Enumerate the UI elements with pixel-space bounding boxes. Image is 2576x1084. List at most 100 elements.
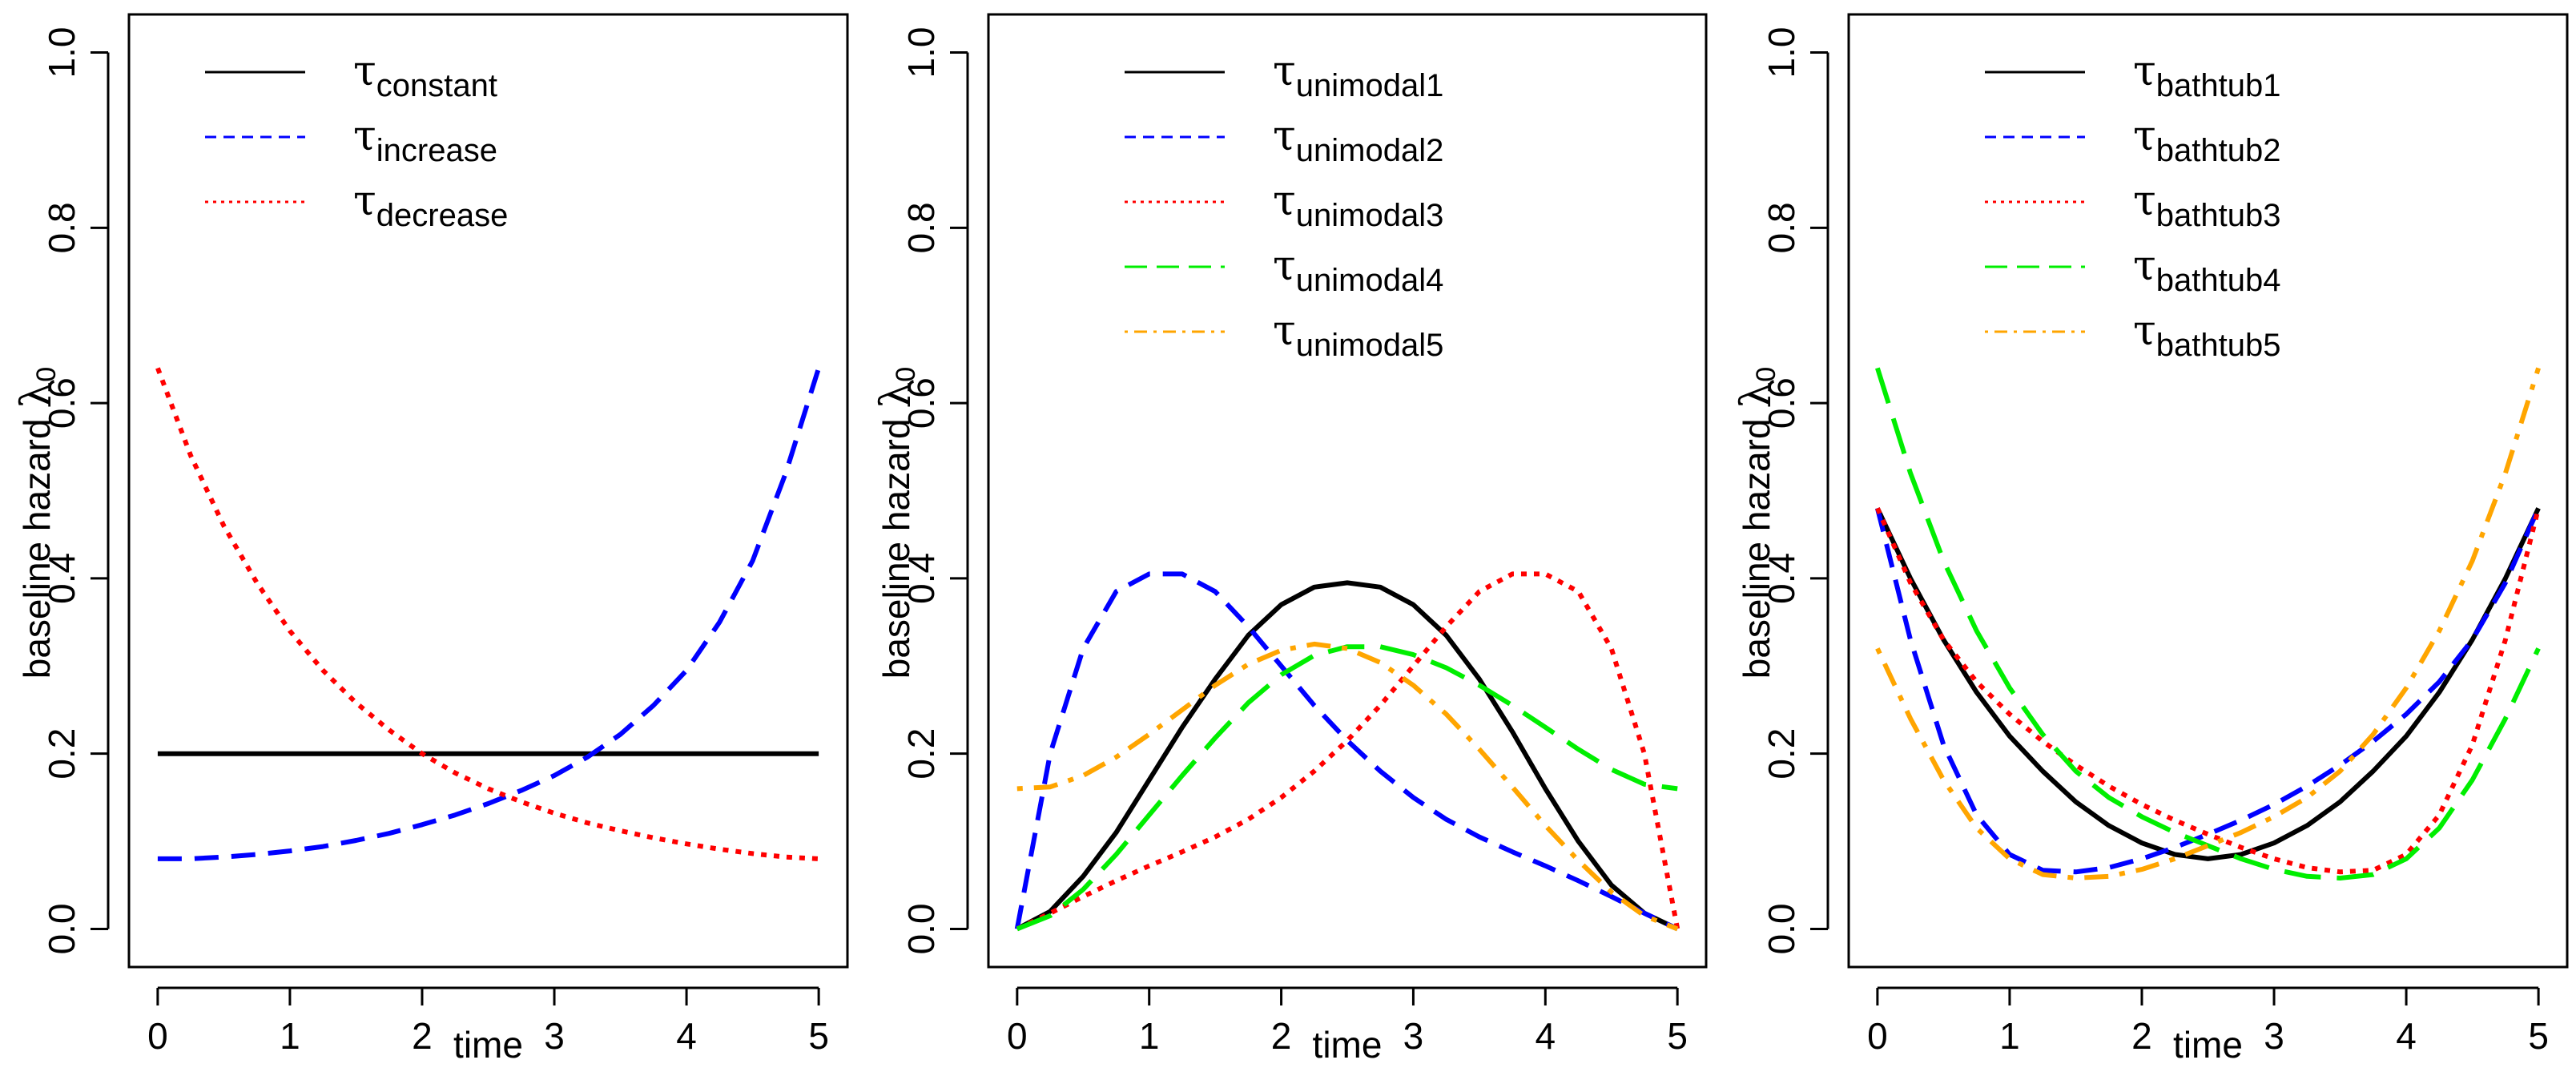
y-tick-label: 0.2 xyxy=(1761,728,1802,780)
x-tick-label: 0 xyxy=(1007,1015,1028,1057)
tau-symbol: τ xyxy=(2133,47,2156,95)
legend-entry: τbathtub3 xyxy=(2133,177,2280,233)
series-line-increase xyxy=(157,367,821,861)
plot-frame xyxy=(1847,13,2569,969)
legend-entry: τconstant xyxy=(353,47,497,103)
x-tick-label: 2 xyxy=(412,1015,433,1057)
y-tick-label: 0.8 xyxy=(900,202,942,253)
y-tick-label: 0.4 xyxy=(41,553,83,604)
y-tick-label: 1.0 xyxy=(1761,27,1802,79)
x-tick-label: 3 xyxy=(544,1015,565,1057)
lambda-subscript: 0 xyxy=(891,367,921,382)
plot-frame xyxy=(987,13,1708,969)
lambda-symbol: λ xyxy=(13,382,61,409)
panel-3: 0 1 2 3 4 5 0.0 0.2 0.4 0.6 0.8 1.0 time baseline haz… xyxy=(1733,13,2569,1066)
legend-subscript: unimodal5 xyxy=(1296,328,1444,363)
x-tick-label: 4 xyxy=(1535,1015,1556,1057)
series-line-unimodal5 xyxy=(1016,641,1679,932)
y-tick-label: 0.4 xyxy=(1761,553,1802,604)
panel-2: 0 1 2 3 4 5 0.0 0.2 0.4 0.6 0.8 1.0 time baseline haz… xyxy=(872,13,1708,1066)
x-tick-label: 1 xyxy=(1139,1015,1160,1057)
x-tick-label: 3 xyxy=(2264,1015,2284,1057)
legend-subscript: unimodal1 xyxy=(1296,68,1444,103)
tau-symbol: τ xyxy=(1273,307,1296,355)
y-axis-label-text: baseline hazard xyxy=(16,409,58,679)
legend-entry: τunimodal2 xyxy=(1273,112,1443,168)
legend-entry: τbathtub4 xyxy=(2133,242,2280,298)
tau-symbol: τ xyxy=(2133,112,2156,160)
legend-entry: τbathtub2 xyxy=(2133,112,2280,168)
lambda-symbol: λ xyxy=(872,382,920,409)
x-tick-label: 5 xyxy=(808,1015,829,1057)
x-tick-label: 2 xyxy=(2131,1015,2152,1057)
series-line-unimodal2 xyxy=(1014,571,1679,932)
series-line-decrease xyxy=(155,367,819,861)
x-tick-label: 0 xyxy=(1867,1015,1888,1057)
legend-subscript: bathtub4 xyxy=(2156,263,2281,298)
x-axis-label: time xyxy=(1313,1024,1383,1066)
lambda-symbol: λ xyxy=(1733,382,1781,409)
x-tick-label: 2 xyxy=(1271,1015,1292,1057)
y-axis-label: baseline hazard λ0 xyxy=(13,367,62,679)
y-tick-label: 0.8 xyxy=(1761,202,1802,253)
legend-subscript: bathtub3 xyxy=(2156,198,2281,233)
legend-subscript: bathtub2 xyxy=(2156,133,2281,168)
x-tick-label: 1 xyxy=(280,1015,300,1057)
lambda-subscript: 0 xyxy=(1751,367,1781,382)
y-tick-label: 0.0 xyxy=(1761,903,1802,954)
legend-subscript: bathtub1 xyxy=(2156,68,2281,103)
legend-subscript: bathtub5 xyxy=(2156,328,2281,363)
legend-entry: τbathtub5 xyxy=(2133,307,2280,363)
y-axis-label: baseline hazard λ0 xyxy=(1733,367,1781,679)
tau-symbol: τ xyxy=(2133,177,2156,225)
series-line-bathtub4 xyxy=(1875,367,2541,880)
series-line-bathtub1 xyxy=(1875,507,2541,861)
panel-1: 0 1 2 3 4 5 0.0 0.2 0.4 0.6 0.8 1.0 time baseline haz… xyxy=(13,13,849,1066)
tau-symbol: τ xyxy=(353,177,376,225)
legend-entry: τunimodal1 xyxy=(1273,47,1443,103)
series-line-bathtub3 xyxy=(1875,507,2542,875)
y-tick-label: 1.0 xyxy=(41,27,83,79)
y-tick-label: 0.6 xyxy=(1761,377,1802,429)
tau-symbol: τ xyxy=(2133,242,2156,290)
series-line-unimodal4 xyxy=(1016,644,1678,932)
tau-symbol: τ xyxy=(1273,47,1296,95)
y-tick-label: 0.0 xyxy=(41,903,83,954)
series-line-bathtub2 xyxy=(1874,507,2541,875)
x-tick-label: 0 xyxy=(147,1015,168,1057)
x-tick-label: 1 xyxy=(1999,1015,2020,1057)
tau-symbol: τ xyxy=(2133,307,2156,355)
series-line-bathtub5 xyxy=(1875,367,2541,880)
tau-symbol: τ xyxy=(353,112,376,160)
y-axis-label: baseline hazard λ0 xyxy=(872,367,921,679)
tau-symbol: τ xyxy=(1273,242,1296,290)
legend-subscript: constant xyxy=(376,68,497,103)
legend-entry: τdecrease xyxy=(353,177,508,233)
y-tick-label: 0.6 xyxy=(900,377,942,429)
legend-entry: τunimodal5 xyxy=(1273,307,1443,363)
y-axis-label-text: baseline hazard xyxy=(1736,409,1777,679)
plot-frame xyxy=(127,13,849,969)
y-tick-label: 0.6 xyxy=(41,377,83,429)
y-tick-label: 0.8 xyxy=(41,202,83,253)
x-tick-label: 4 xyxy=(2396,1015,2417,1057)
y-tick-label: 1.0 xyxy=(900,27,942,79)
x-axis-label: time xyxy=(453,1024,523,1066)
y-tick-label: 0.2 xyxy=(900,728,942,780)
legend-subscript: increase xyxy=(376,133,497,168)
x-tick-label: 5 xyxy=(1667,1015,1688,1057)
legend-subscript: decrease xyxy=(376,198,509,233)
legend-entry: τunimodal4 xyxy=(1273,242,1443,298)
x-tick-label: 4 xyxy=(676,1015,697,1057)
x-axis-label: time xyxy=(2173,1024,2243,1066)
tau-symbol: τ xyxy=(353,47,376,95)
legend-entry: τincrease xyxy=(353,112,497,168)
legend-entry: τunimodal3 xyxy=(1273,177,1443,233)
y-tick-label: 0.2 xyxy=(41,728,83,780)
legend-subscript: unimodal4 xyxy=(1296,263,1444,298)
legend-entry: τbathtub1 xyxy=(2133,47,2280,103)
legend-subscript: unimodal2 xyxy=(1296,133,1444,168)
legend-subscript: unimodal3 xyxy=(1296,198,1444,233)
y-tick-label: 0.0 xyxy=(900,903,942,954)
